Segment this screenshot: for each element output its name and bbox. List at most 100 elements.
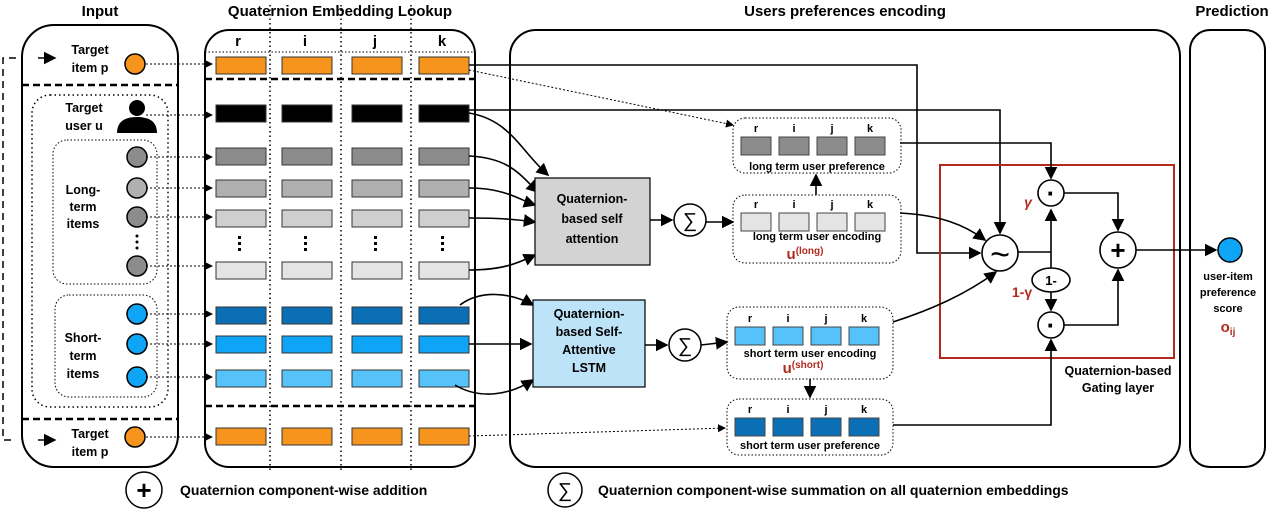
heading-encoding: Users preferences encoding: [744, 3, 946, 20]
multiply-node-short: [1037, 311, 1065, 339]
prediction-var: oij: [1221, 319, 1236, 338]
embedding-component: [351, 104, 403, 123]
embedding-component: [215, 104, 267, 123]
component-label: r: [754, 123, 759, 135]
quaternion-vector-box: r i j k short term user preference: [726, 398, 894, 456]
target-item-label: Target: [71, 427, 109, 441]
component-label: r: [748, 313, 753, 325]
target-user-label: user u: [65, 119, 103, 133]
short-term-label: items: [67, 367, 100, 381]
heading-prediction: Prediction: [1195, 3, 1268, 20]
quaternion-component: [772, 417, 804, 437]
u-short-var: u(short): [783, 360, 824, 377]
quaternion-component: [854, 212, 886, 232]
self-attention-label: based self: [561, 212, 623, 226]
quaternion-component: [848, 417, 880, 437]
embedding-component: [281, 209, 333, 228]
embedding-component: [351, 147, 403, 166]
quaternion-component: [740, 212, 772, 232]
input-item-node: [124, 426, 146, 448]
multiply-node-long: [1037, 179, 1065, 207]
embedding-component: [215, 306, 267, 325]
gate-function-node: [981, 234, 1019, 272]
embedding-component: [418, 104, 470, 123]
component-i: i: [303, 33, 307, 50]
component-label: j: [829, 123, 833, 135]
user-history-group: [31, 94, 169, 408]
target-item-node: [124, 53, 146, 75]
component-label: i: [786, 313, 789, 325]
plus-icon: +: [1110, 235, 1125, 265]
legend-sum-node: [547, 472, 583, 508]
embedding-component: [418, 261, 470, 280]
legend-sum-text: Quaternion component-wise summation on a…: [598, 482, 1069, 498]
box-label: long term user preference: [749, 161, 885, 173]
gating-layer-label: Quaternion-based: [1065, 364, 1172, 378]
short-term-label: Short-: [65, 331, 102, 345]
lstm-module: [532, 299, 646, 388]
component-label: i: [792, 123, 795, 135]
long-term-group: [52, 139, 158, 285]
component-label: j: [823, 404, 827, 416]
quaternion-component: [772, 326, 804, 346]
sum-icon: ∑: [683, 210, 697, 232]
input-item-node: [126, 206, 148, 228]
component-label: i: [792, 199, 795, 211]
box-label: short term user encoding: [744, 348, 877, 360]
embedding-component: [215, 427, 267, 446]
quaternion-component: [810, 326, 842, 346]
embedding-component: [281, 261, 333, 280]
u-long-var: u(long): [787, 246, 824, 263]
target-user-label: Target: [65, 101, 103, 115]
embedding-component: [351, 56, 403, 75]
component-label: k: [867, 199, 874, 211]
lstm-label: Quaternion-: [554, 307, 625, 321]
component-label: k: [861, 404, 868, 416]
embedding-component: [281, 306, 333, 325]
encoding-panel: [509, 29, 1181, 468]
box-label: short term user preference: [740, 440, 880, 452]
input-panel: [21, 24, 179, 468]
quaternion-component: [810, 417, 842, 437]
embedding-component: [215, 56, 267, 75]
embedding-component: [281, 179, 333, 198]
prediction-panel: [1189, 29, 1266, 468]
embedding-component: [281, 56, 333, 75]
input-item-node: [126, 177, 148, 199]
prediction-label: score: [1213, 303, 1242, 315]
addition-node: [1099, 231, 1137, 269]
embedding-component: [418, 369, 470, 388]
component-label: i: [786, 404, 789, 416]
input-item-node: [126, 146, 148, 168]
sum-icon: ∑: [558, 480, 572, 502]
embedding-component: [351, 179, 403, 198]
input-item-node: [126, 366, 148, 388]
legend-plus-text: Quaternion component-wise addition: [180, 482, 427, 498]
long-term-label: Long-: [66, 183, 101, 197]
component-k: k: [438, 33, 447, 50]
input-item-node: [126, 333, 148, 355]
quaternion-vector-box: r i j k long term user encoding: [732, 194, 902, 264]
quaternion-component: [734, 417, 766, 437]
embedding-component: [351, 306, 403, 325]
component-label: j: [829, 199, 833, 211]
dot-icon: ·: [1047, 178, 1056, 208]
vertical-ellipsis: [135, 234, 139, 250]
quaternion-component: [848, 326, 880, 346]
lstm-label: based Self-: [556, 325, 623, 339]
embedding-component: [215, 147, 267, 166]
vertical-ellipsis: [441, 236, 444, 251]
quaternion-component: [854, 136, 886, 156]
long-term-label: items: [67, 217, 100, 231]
quaternion-vector-box: r i j k short term user encoding: [726, 306, 894, 380]
self-attention-module: [534, 177, 651, 266]
vertical-ellipsis: [374, 236, 377, 251]
box-label: long term user encoding: [753, 231, 881, 243]
legend-plus-node: [125, 471, 163, 509]
lstm-label: LSTM: [572, 361, 606, 375]
self-attention-label: Quaternion-: [557, 192, 628, 206]
embedding-component: [215, 179, 267, 198]
component-label: r: [748, 404, 753, 416]
component-j: j: [372, 33, 377, 50]
